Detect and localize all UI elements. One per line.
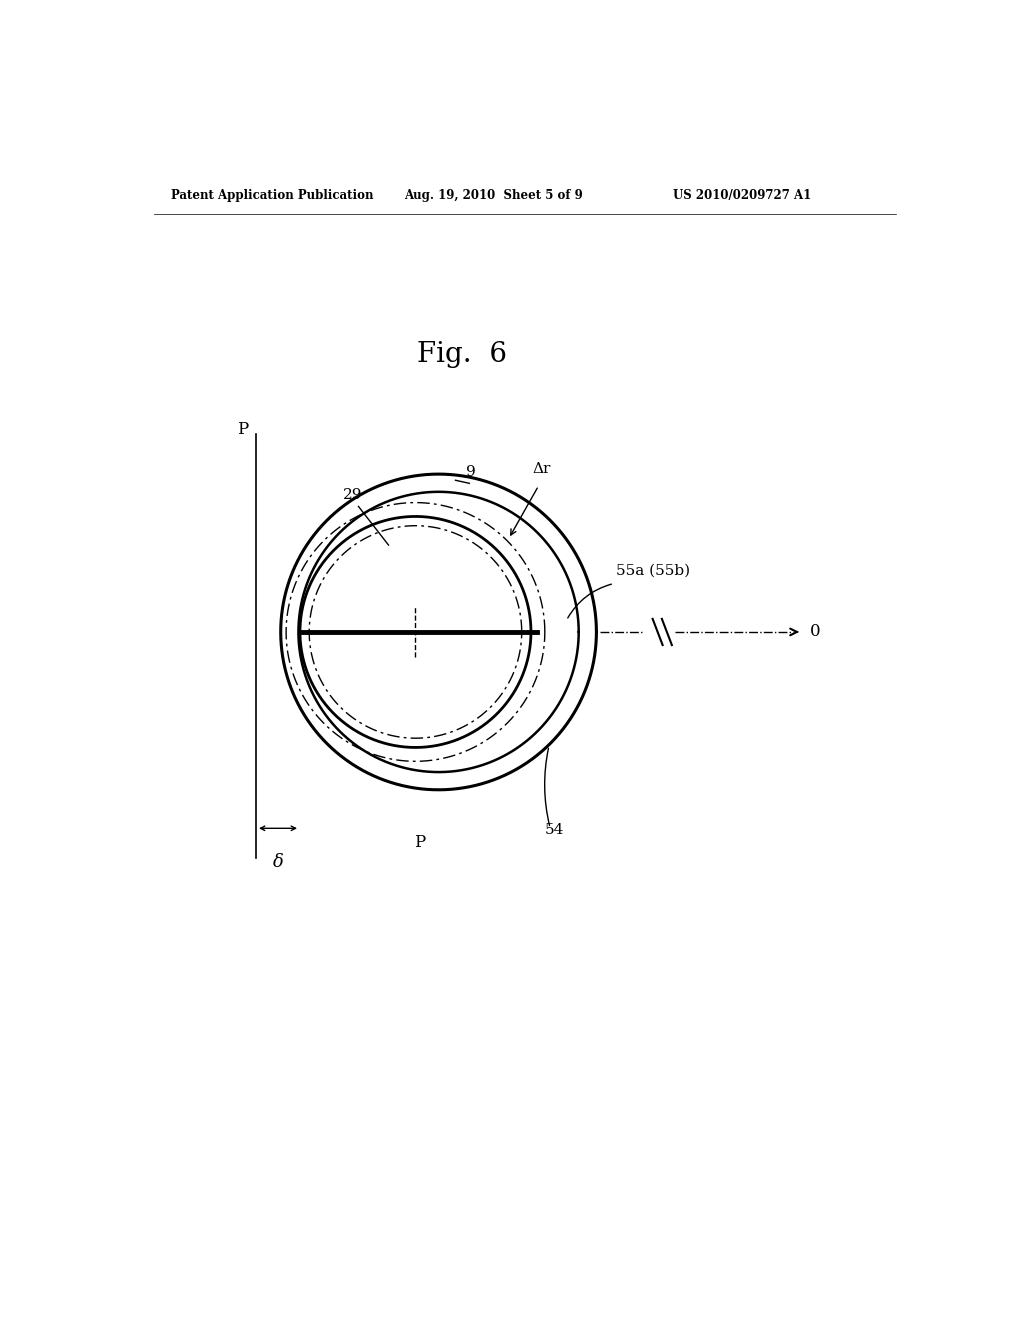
Text: P: P [237, 421, 248, 438]
Text: 54: 54 [545, 824, 564, 837]
Text: 9: 9 [466, 465, 476, 479]
Text: Aug. 19, 2010  Sheet 5 of 9: Aug. 19, 2010 Sheet 5 of 9 [403, 189, 583, 202]
Text: 0: 0 [810, 623, 820, 640]
Text: Δr: Δr [532, 462, 551, 475]
Text: 29: 29 [343, 488, 362, 502]
Text: US 2010/0209727 A1: US 2010/0209727 A1 [674, 189, 812, 202]
Text: δ: δ [272, 853, 284, 871]
Text: P: P [414, 834, 425, 851]
Text: Patent Application Publication: Patent Application Publication [171, 189, 373, 202]
Text: 55a (55b): 55a (55b) [615, 564, 690, 577]
Text: Fig.  6: Fig. 6 [417, 342, 507, 368]
